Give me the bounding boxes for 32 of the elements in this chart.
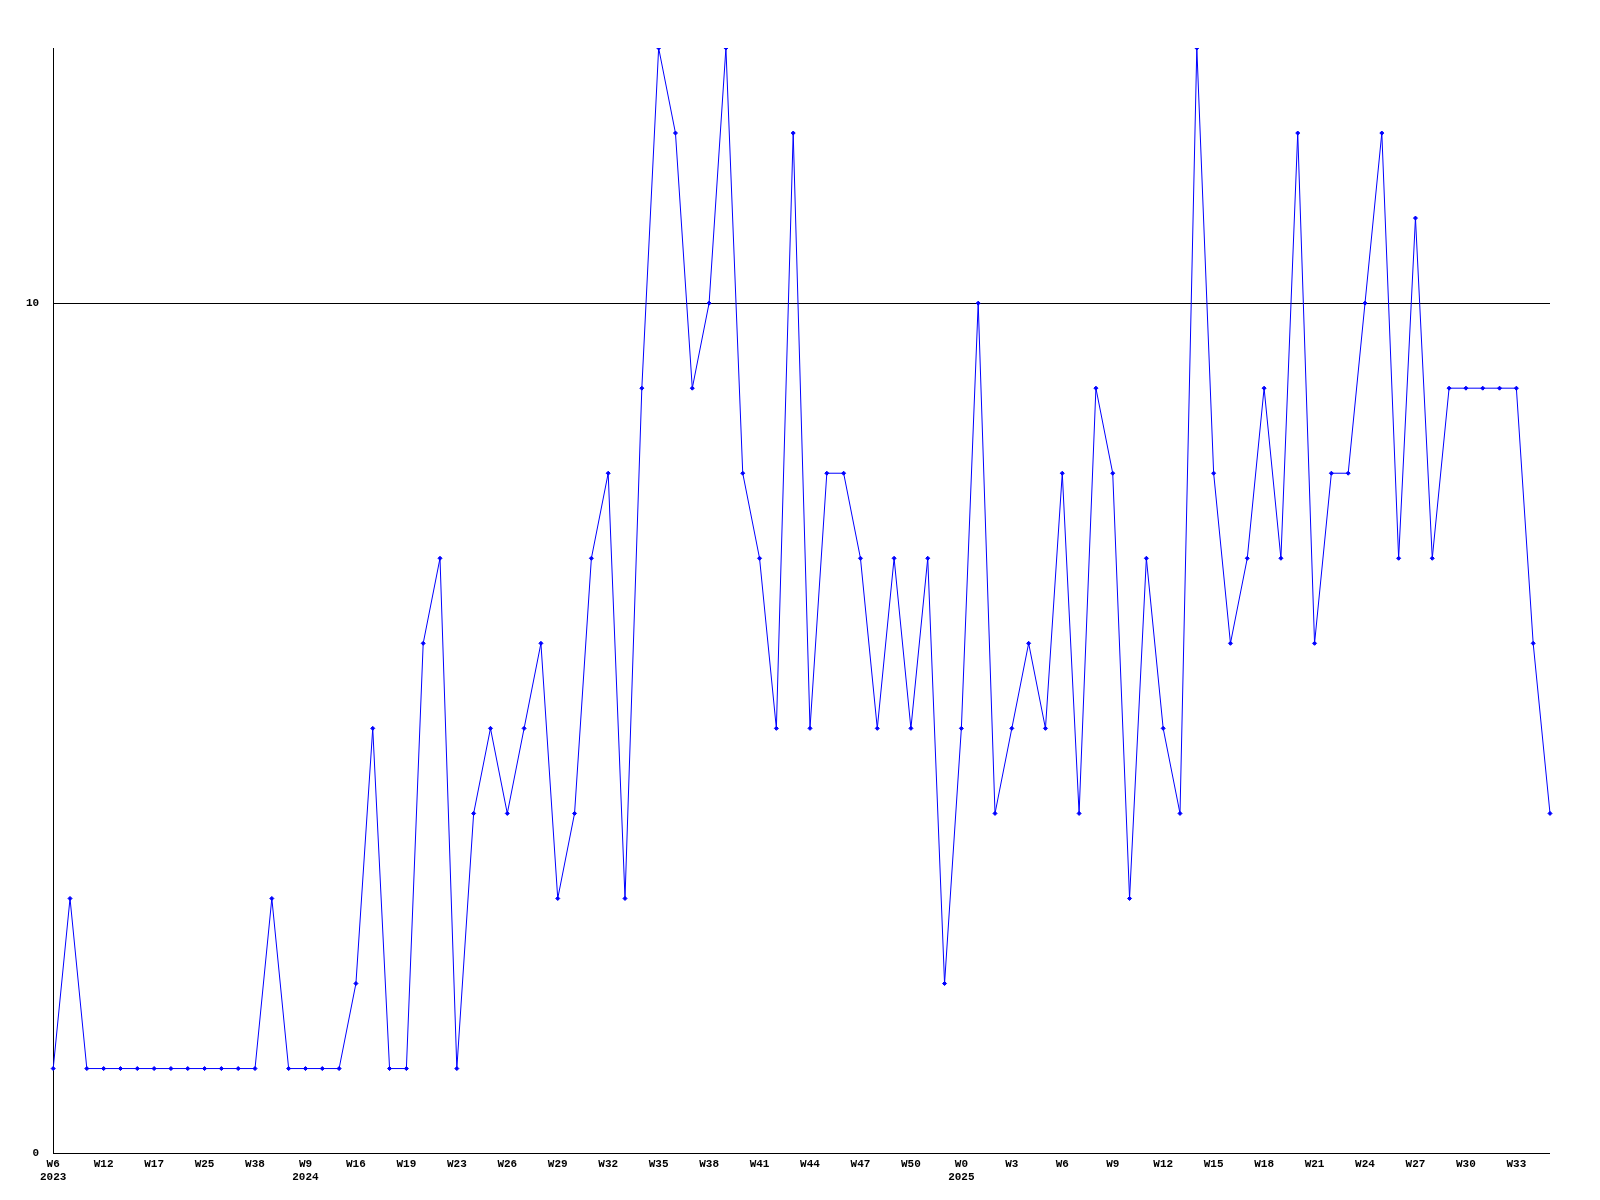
x-tick-label: W50 — [901, 1157, 921, 1170]
x-tick-label: W15 — [1203, 1157, 1224, 1170]
x-tick-label: W17 — [144, 1157, 165, 1170]
x-tick-label: W27 — [1405, 1157, 1426, 1170]
x-tick-label: W29 — [547, 1157, 568, 1170]
x-tick-label: W3 — [1005, 1157, 1019, 1170]
x-tick-label: W38 — [245, 1157, 266, 1170]
x-tick-label: W12 — [93, 1157, 114, 1170]
x-tick-label: W33 — [1506, 1157, 1527, 1170]
x-tick-label: W6 — [1055, 1157, 1069, 1170]
x-tick-label: W18 — [1254, 1157, 1275, 1170]
x-tick-label: W26 — [497, 1157, 518, 1170]
x-tick-label: W44 — [800, 1157, 821, 1170]
x-tick-label: W32 — [598, 1157, 619, 1170]
x-tick-label: W0 2025 — [948, 1157, 975, 1184]
y-tick-label: 10 — [26, 296, 40, 309]
x-tick-label: W9 — [1106, 1157, 1120, 1170]
x-tick-label: W19 — [396, 1157, 417, 1170]
x-tick-label: W23 — [446, 1157, 468, 1170]
x-tick-label: W16 — [346, 1157, 366, 1170]
x-tick-label: W9 2024 — [292, 1157, 320, 1184]
x-tick-label: W24 — [1355, 1157, 1376, 1170]
y-tick-label: 0 — [32, 1147, 40, 1160]
x-tick-label: W30 — [1456, 1157, 1476, 1170]
x-tick-label: W21 — [1304, 1157, 1325, 1170]
x-tick-label: W47 — [850, 1157, 871, 1170]
x-tick-label: W12 — [1153, 1157, 1174, 1170]
x-tick-label: W35 — [648, 1157, 669, 1170]
x-tick-label: W41 — [749, 1157, 770, 1170]
x-tick-label: W6 2023 — [40, 1157, 67, 1184]
x-tick-label: W38 — [699, 1157, 720, 1170]
x-tick-label: W25 — [194, 1157, 215, 1170]
